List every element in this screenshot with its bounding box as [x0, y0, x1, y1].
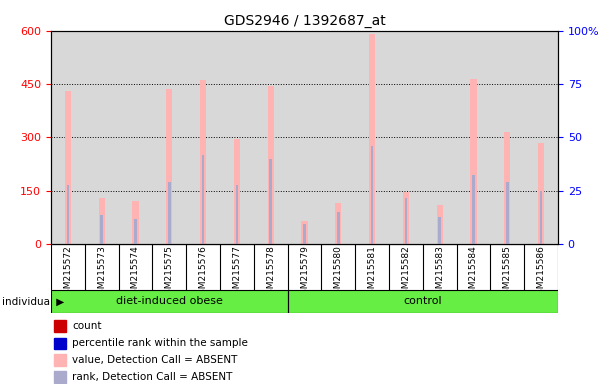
Text: percentile rank within the sample: percentile rank within the sample: [72, 338, 248, 348]
Text: individual ▶: individual ▶: [2, 296, 64, 306]
Bar: [287, 290, 558, 313]
Bar: [166, 89, 172, 244]
Text: GSM215572: GSM215572: [64, 245, 73, 300]
Text: GSM215582: GSM215582: [401, 245, 410, 300]
Text: control: control: [403, 296, 442, 306]
Bar: [236, 185, 238, 244]
Bar: [439, 217, 441, 244]
Bar: [538, 142, 544, 244]
Text: GSM215585: GSM215585: [503, 245, 512, 300]
Text: GSM215573: GSM215573: [97, 245, 106, 300]
Bar: [287, 290, 558, 313]
Bar: [337, 212, 340, 244]
Text: GSM215581: GSM215581: [368, 245, 377, 300]
Bar: [134, 219, 137, 244]
Bar: [403, 192, 409, 244]
Bar: [168, 182, 170, 244]
Text: GSM215576: GSM215576: [199, 245, 208, 300]
Bar: [540, 190, 542, 244]
Bar: [51, 290, 287, 313]
Bar: [54, 371, 66, 382]
Bar: [504, 132, 511, 244]
Bar: [200, 81, 206, 244]
Bar: [133, 201, 139, 244]
Text: GSM215577: GSM215577: [232, 245, 241, 300]
Bar: [98, 198, 105, 244]
Bar: [202, 155, 205, 244]
Text: GSM215579: GSM215579: [300, 245, 309, 300]
Bar: [51, 290, 287, 313]
Text: GSM215583: GSM215583: [435, 245, 444, 300]
Bar: [506, 182, 509, 244]
Text: GSM215580: GSM215580: [334, 245, 343, 300]
Bar: [268, 86, 274, 244]
Bar: [303, 224, 306, 244]
Text: GSM215584: GSM215584: [469, 245, 478, 300]
Bar: [470, 79, 476, 244]
Title: GDS2946 / 1392687_at: GDS2946 / 1392687_at: [224, 14, 385, 28]
Bar: [301, 221, 308, 244]
Bar: [54, 320, 66, 332]
Bar: [234, 139, 240, 244]
Text: diet-induced obese: diet-induced obese: [116, 296, 223, 306]
Text: value, Detection Call = ABSENT: value, Detection Call = ABSENT: [72, 355, 238, 365]
Bar: [472, 175, 475, 244]
Bar: [404, 198, 407, 244]
Text: GSM215578: GSM215578: [266, 245, 275, 300]
Text: GSM215575: GSM215575: [165, 245, 174, 300]
Bar: [65, 91, 71, 244]
Bar: [54, 338, 66, 349]
Bar: [269, 159, 272, 244]
Text: count: count: [72, 321, 102, 331]
Text: GSM215574: GSM215574: [131, 245, 140, 300]
Bar: [335, 203, 341, 244]
Bar: [437, 205, 443, 244]
Bar: [100, 215, 103, 244]
Bar: [369, 34, 375, 244]
Bar: [371, 146, 373, 244]
Text: rank, Detection Call = ABSENT: rank, Detection Call = ABSENT: [72, 372, 233, 382]
Bar: [54, 354, 66, 366]
Bar: [67, 185, 69, 244]
Text: GSM215586: GSM215586: [536, 245, 545, 300]
